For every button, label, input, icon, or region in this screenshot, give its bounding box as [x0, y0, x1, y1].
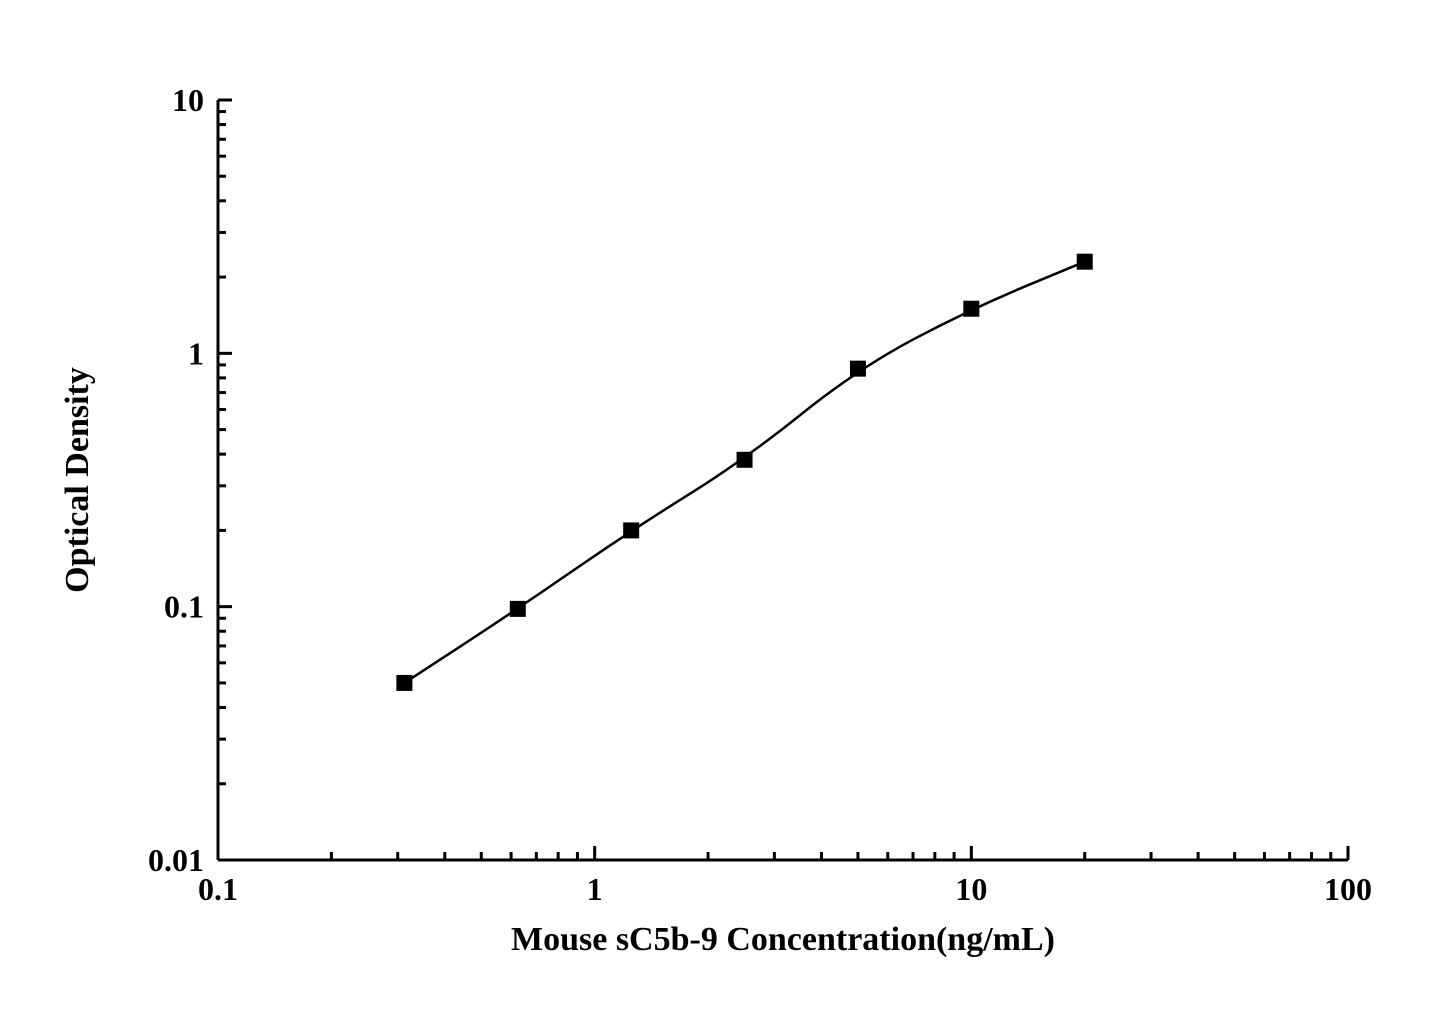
y-tick-label: 0.01 — [148, 842, 204, 878]
chart-container: 0.11101000.010.1110Mouse sC5b-9 Concentr… — [0, 0, 1445, 1009]
standard-curve-chart: 0.11101000.010.1110Mouse sC5b-9 Concentr… — [0, 0, 1445, 1009]
y-tick-label: 1 — [188, 335, 204, 371]
x-tick-label: 1 — [587, 871, 603, 907]
data-point-marker — [850, 361, 866, 377]
data-point-marker — [963, 301, 979, 317]
y-tick-label: 0.1 — [164, 589, 204, 625]
x-tick-label: 100 — [1324, 871, 1372, 907]
data-point-marker — [623, 522, 639, 538]
x-tick-label: 10 — [955, 871, 987, 907]
data-point-marker — [737, 452, 753, 468]
y-axis-label: Optical Density — [59, 367, 96, 593]
data-point-marker — [1077, 254, 1093, 270]
x-tick-label: 0.1 — [198, 871, 238, 907]
x-axis-label: Mouse sC5b-9 Concentration(ng/mL) — [511, 921, 1055, 958]
data-point-marker — [510, 601, 526, 617]
y-tick-label: 10 — [172, 82, 204, 118]
data-point-marker — [396, 675, 412, 691]
